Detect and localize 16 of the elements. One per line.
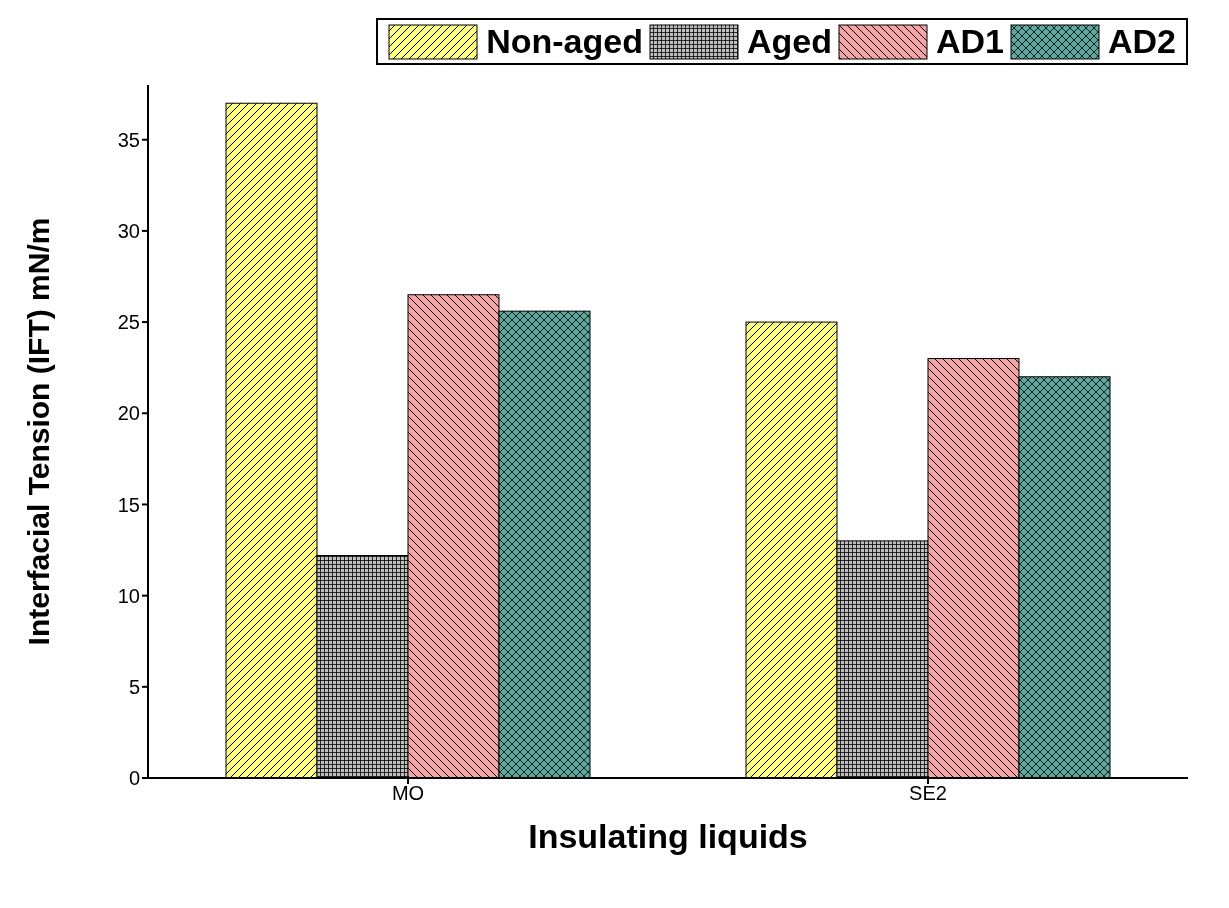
x-axis-title: Insulating liquids bbox=[528, 817, 808, 855]
y-tick-label: 15 bbox=[117, 493, 140, 516]
legend-label: Aged bbox=[746, 22, 832, 61]
y-tick-label: 20 bbox=[117, 402, 140, 425]
y-tick-label: 35 bbox=[117, 128, 140, 151]
legend-label: AD2 bbox=[1107, 22, 1176, 61]
legend-label: AD1 bbox=[935, 22, 1004, 61]
y-tick-label: 5 bbox=[128, 675, 140, 698]
y-tick-label: 30 bbox=[117, 219, 140, 242]
x-tick-label: MO bbox=[391, 782, 425, 805]
y-tick-label: 10 bbox=[117, 584, 140, 607]
y-axis-title: Interfacial Tension (IFT) mN/m bbox=[21, 217, 55, 646]
legend-label: Non-aged bbox=[486, 22, 643, 61]
y-tick-label: 25 bbox=[117, 311, 140, 334]
y-tick-label: 0 bbox=[128, 767, 140, 790]
x-tick-label: SE2 bbox=[909, 782, 947, 805]
